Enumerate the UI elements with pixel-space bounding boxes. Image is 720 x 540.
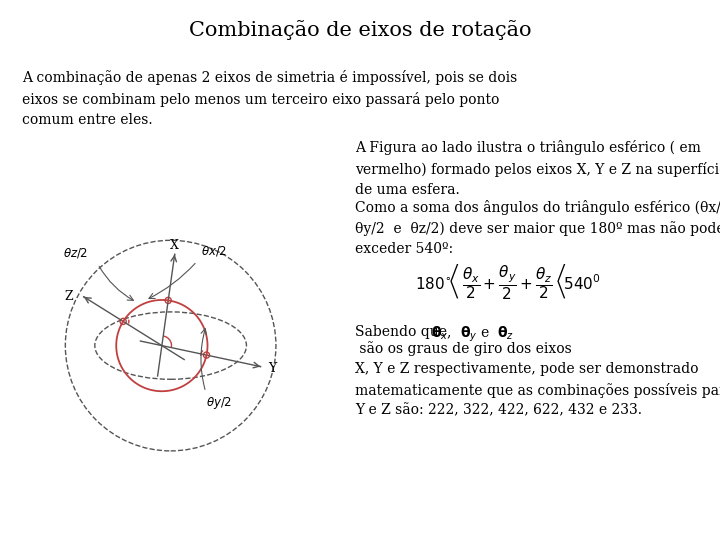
Text: X: X	[170, 239, 179, 252]
Text: Sabendo que: Sabendo que	[355, 325, 451, 339]
Text: são os graus de giro dos eixos
X, Y e Z respectivamente, pode ser demonstrado
ma: são os graus de giro dos eixos X, Y e Z …	[355, 341, 720, 417]
Text: A combinação de apenas 2 eixos de simetria é impossível, pois se dois
eixos se c: A combinação de apenas 2 eixos de simetr…	[22, 70, 517, 127]
Text: $\theta x/2$: $\theta x/2$	[202, 244, 228, 258]
Text: Y: Y	[268, 362, 276, 375]
Text: Combinação de eixos de rotação: Combinação de eixos de rotação	[189, 20, 531, 40]
Text: $\theta y/2$: $\theta y/2$	[206, 395, 232, 410]
Text: $\mathbf{\theta}_x$,  $\mathbf{\theta}_y$ e  $\mathbf{\theta}_z$: $\mathbf{\theta}_x$, $\mathbf{\theta}_y$…	[431, 325, 514, 345]
Text: A Figura ao lado ilustra o triângulo esférico ( em
vermelho) formado pelos eixos: A Figura ao lado ilustra o triângulo esf…	[355, 140, 720, 197]
Text: Como a soma dos ângulos do triângulo esférico (θx/2,
θy/2  e  θz/2) deve ser mai: Como a soma dos ângulos do triângulo esf…	[355, 200, 720, 256]
Text: $180^{\circ}\!\left\langle\, \dfrac{\theta_x}{2}+\dfrac{\theta_y}{2}+\dfrac{\the: $180^{\circ}\!\left\langle\, \dfrac{\the…	[415, 262, 600, 301]
Text: Z: Z	[65, 291, 73, 303]
Text: $\theta z/2$: $\theta z/2$	[63, 246, 89, 260]
